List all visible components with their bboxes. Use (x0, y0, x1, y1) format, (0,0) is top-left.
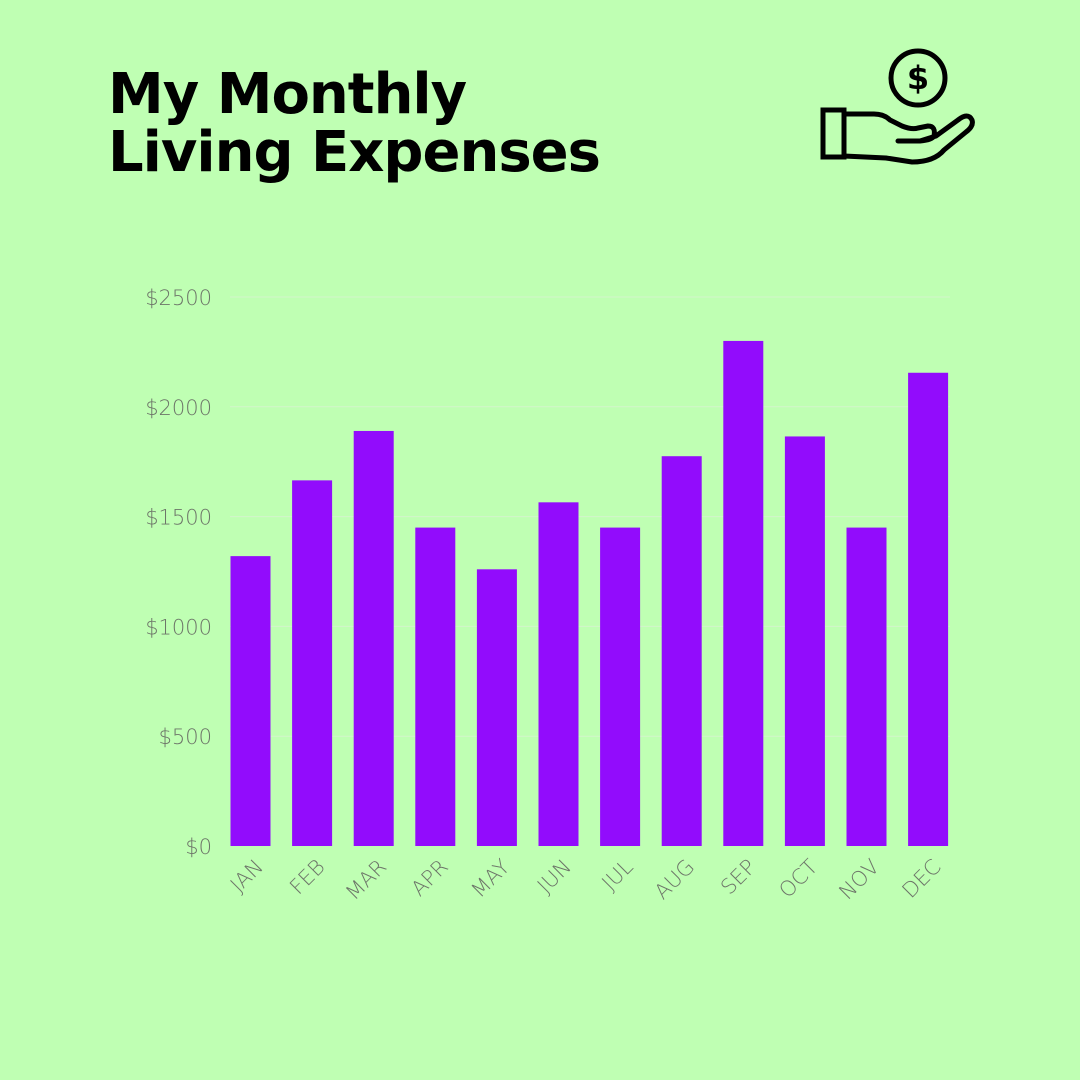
bar-jun (538, 502, 579, 846)
bar-apr (415, 527, 456, 846)
y-tick-label: $2500 (145, 286, 212, 310)
coin-icon (888, 48, 948, 108)
x-tick-layer: JAN FEB MAR APR MAY JUN JUL AUG SEP OCT NOV DEC (226, 854, 946, 904)
bar-oct (784, 436, 825, 846)
hand-icon (841, 111, 975, 165)
x-tick-label: SEP (716, 855, 761, 900)
x-tick-label: MAR (341, 855, 391, 905)
y-tick-label: $2000 (145, 396, 212, 420)
x-tick-label: DEC (897, 855, 945, 903)
grid-layer (230, 296, 950, 737)
x-tick-label: OCT (774, 854, 822, 902)
bar-sep (723, 340, 764, 846)
y-tick-label: $1500 (145, 506, 212, 530)
dollar-sign-icon: $ (907, 59, 929, 97)
y-tick-label: $1000 (145, 615, 212, 639)
x-tick-label: APR (406, 855, 452, 901)
title-line-1: My Monthly (108, 62, 467, 127)
bar-layer (230, 340, 949, 846)
x-tick-label: NOV (834, 855, 884, 905)
bar-nov (846, 527, 887, 846)
page-title: My Monthly Living Expenses (108, 62, 601, 185)
x-tick-label: JUN (533, 855, 576, 898)
bar-mar (353, 430, 394, 846)
bar-feb (292, 480, 333, 846)
bar-jan (230, 556, 271, 846)
x-tick-label: FEB (285, 855, 330, 900)
x-tick-label: JUL (597, 854, 638, 895)
bar-dec (908, 372, 949, 846)
hand-holding-dollar-icon: $ (820, 48, 975, 165)
x-tick-label: JAN (226, 855, 268, 897)
x-tick-label: MAY (467, 854, 515, 902)
y-tick-label: $0 (185, 835, 212, 859)
title-line-2: Living Expenses (108, 120, 601, 185)
bar-jul (600, 527, 641, 846)
cuff-icon (820, 107, 847, 160)
x-tick-label: AUG (650, 855, 700, 905)
bar-may (476, 569, 517, 846)
bar-aug (661, 456, 702, 846)
y-tick-label: $500 (159, 725, 212, 749)
y-tick-layer: $0 $500 $1000 $1500 $2000 $2500 (145, 286, 212, 859)
